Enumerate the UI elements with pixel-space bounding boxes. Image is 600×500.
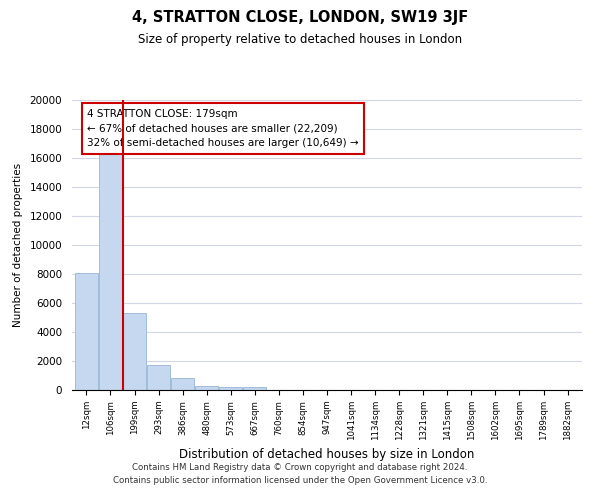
Bar [244, 387, 266, 390]
Bar [123, 313, 146, 390]
Text: Size of property relative to detached houses in London: Size of property relative to detached ho… [138, 32, 462, 46]
Text: Contains HM Land Registry data © Crown copyright and database right 2024.
Contai: Contains HM Land Registry data © Crown c… [113, 463, 487, 485]
Bar [195, 386, 218, 390]
X-axis label: Distribution of detached houses by size in London: Distribution of detached houses by size … [179, 448, 475, 462]
Bar [75, 272, 98, 390]
Bar [220, 387, 242, 390]
Y-axis label: Number of detached properties: Number of detached properties [13, 163, 23, 327]
Text: 4, STRATTON CLOSE, LONDON, SW19 3JF: 4, STRATTON CLOSE, LONDON, SW19 3JF [132, 10, 468, 25]
Bar [147, 364, 170, 390]
Text: 4 STRATTON CLOSE: 179sqm
← 67% of detached houses are smaller (22,209)
32% of se: 4 STRATTON CLOSE: 179sqm ← 67% of detach… [88, 108, 359, 148]
Bar [99, 150, 122, 390]
Bar [171, 378, 194, 390]
